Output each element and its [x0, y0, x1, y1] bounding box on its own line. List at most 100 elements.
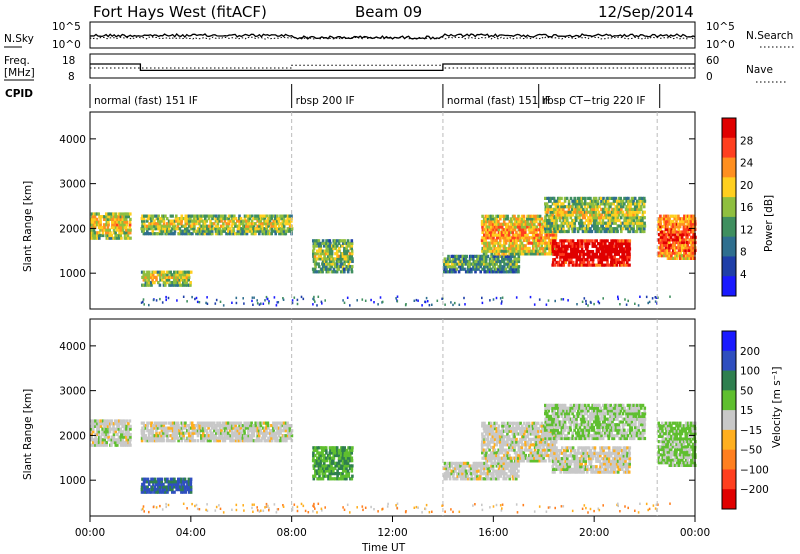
heatmap-cell — [171, 426, 175, 430]
heatmap-cell — [663, 238, 666, 242]
heatmap-cell — [517, 244, 520, 248]
heatmap-cell — [101, 228, 105, 232]
heatmap-cell — [203, 232, 207, 236]
heatmap-cell — [497, 259, 500, 264]
heatmap-cell — [321, 451, 324, 455]
heatmap-cell — [175, 278, 178, 282]
heatmap-cell — [312, 464, 315, 468]
heatmap-cell — [169, 214, 173, 218]
heatmap-cell — [214, 439, 217, 443]
heatmap-cell — [506, 254, 509, 258]
heatmap-cell — [127, 231, 131, 235]
heatmap-cell — [609, 216, 612, 220]
heatmap-cell — [585, 213, 588, 217]
heatmap-cell — [635, 216, 639, 220]
heatmap-cell — [486, 474, 490, 478]
heatmap-cell — [578, 252, 582, 256]
heatmap-cell — [214, 217, 217, 221]
heatmap-cell — [466, 267, 470, 271]
heatmap-cell — [490, 267, 493, 271]
heatmap-cell — [499, 474, 503, 478]
heatmap-cell — [515, 241, 518, 245]
heatmap-cell — [167, 278, 171, 282]
heatmap-speckle — [492, 298, 495, 301]
heatmap-cell — [629, 207, 632, 211]
colorbar-swatch — [722, 177, 736, 198]
heatmap-cell — [533, 225, 537, 229]
heatmap-cell — [536, 217, 540, 221]
heatmap-cell — [178, 232, 181, 236]
heatmap-cell — [531, 249, 535, 253]
heatmap-cell — [151, 229, 155, 233]
heatmap-cell — [166, 224, 169, 228]
heatmap-cell — [597, 221, 601, 225]
heatmap-speckle — [142, 298, 145, 301]
heatmap-cell — [127, 215, 130, 219]
heatmap-cell — [572, 250, 575, 254]
heatmap-cell — [270, 214, 274, 218]
heatmap-cell — [446, 461, 450, 465]
heatmap-cell — [189, 477, 193, 481]
heatmap-cell — [223, 436, 227, 440]
heatmap-cell — [350, 244, 354, 248]
heatmap-cell — [329, 474, 332, 478]
heatmap-cell — [339, 477, 342, 481]
heatmap-cell — [691, 217, 695, 221]
heatmap-cell — [177, 477, 180, 481]
heatmap-cell — [552, 246, 556, 251]
heatmap-cell — [643, 227, 646, 231]
heatmap-cell — [479, 270, 482, 274]
heatmap-cell — [232, 434, 236, 438]
heatmap-cell — [104, 435, 108, 439]
heatmap-cell — [270, 224, 273, 228]
heatmap-cell — [614, 205, 618, 209]
heatmap-cell — [515, 466, 518, 471]
heatmap-cell — [459, 469, 463, 473]
heatmap-cell — [622, 255, 625, 259]
heatmap-cell — [525, 236, 529, 240]
heatmap-cell — [481, 241, 484, 245]
heatmap-cell — [92, 212, 96, 216]
heatmap-cell — [97, 220, 101, 224]
freq-panel: Freq. [MHz] 18 8 60 0 Nave — [4, 53, 786, 83]
heatmap-cell — [312, 453, 315, 458]
heatmap-cell — [330, 472, 334, 476]
heatmap-cell — [312, 252, 315, 256]
heatmap-cell — [692, 238, 695, 242]
heatmap-cell — [333, 262, 337, 266]
heatmap-cell — [279, 222, 282, 226]
heatmap-cell — [527, 241, 531, 245]
heatmap-cell — [508, 464, 512, 468]
heatmap-cell — [113, 217, 117, 221]
heatmap-cell — [594, 224, 598, 228]
beam-label: Beam 09 — [355, 3, 422, 21]
heatmap-cell — [480, 448, 484, 452]
heatmap-cell — [182, 281, 185, 285]
heatmap-cell — [312, 259, 316, 263]
heatmap-cell — [502, 252, 506, 256]
heatmap-cell — [150, 232, 153, 236]
heatmap-cell — [348, 252, 352, 256]
heatmap-cell — [185, 232, 189, 236]
heatmap-cell — [626, 255, 629, 259]
heatmap-cell — [123, 427, 126, 431]
heatmap-cell — [573, 224, 577, 228]
heatmap-cell — [558, 224, 562, 228]
heatmap-cell — [660, 254, 664, 258]
heatmap-cell — [613, 263, 617, 267]
heatmap-cell — [589, 199, 593, 203]
heatmap-cell — [622, 258, 625, 262]
heatmap-cell — [468, 472, 472, 476]
heatmap-cell — [261, 232, 265, 236]
heatmap-cell — [480, 466, 484, 471]
heatmap-cell — [189, 426, 193, 430]
heatmap-cell — [668, 222, 671, 226]
heatmap-cell — [180, 214, 184, 218]
heatmap-speckle — [405, 303, 407, 306]
heatmap-cell — [270, 217, 273, 221]
heatmap-cell — [513, 265, 517, 269]
heatmap-cell — [488, 228, 491, 232]
heatmap-cell — [570, 250, 573, 254]
heatmap-cell — [281, 219, 284, 223]
heatmap-cell — [103, 435, 107, 439]
